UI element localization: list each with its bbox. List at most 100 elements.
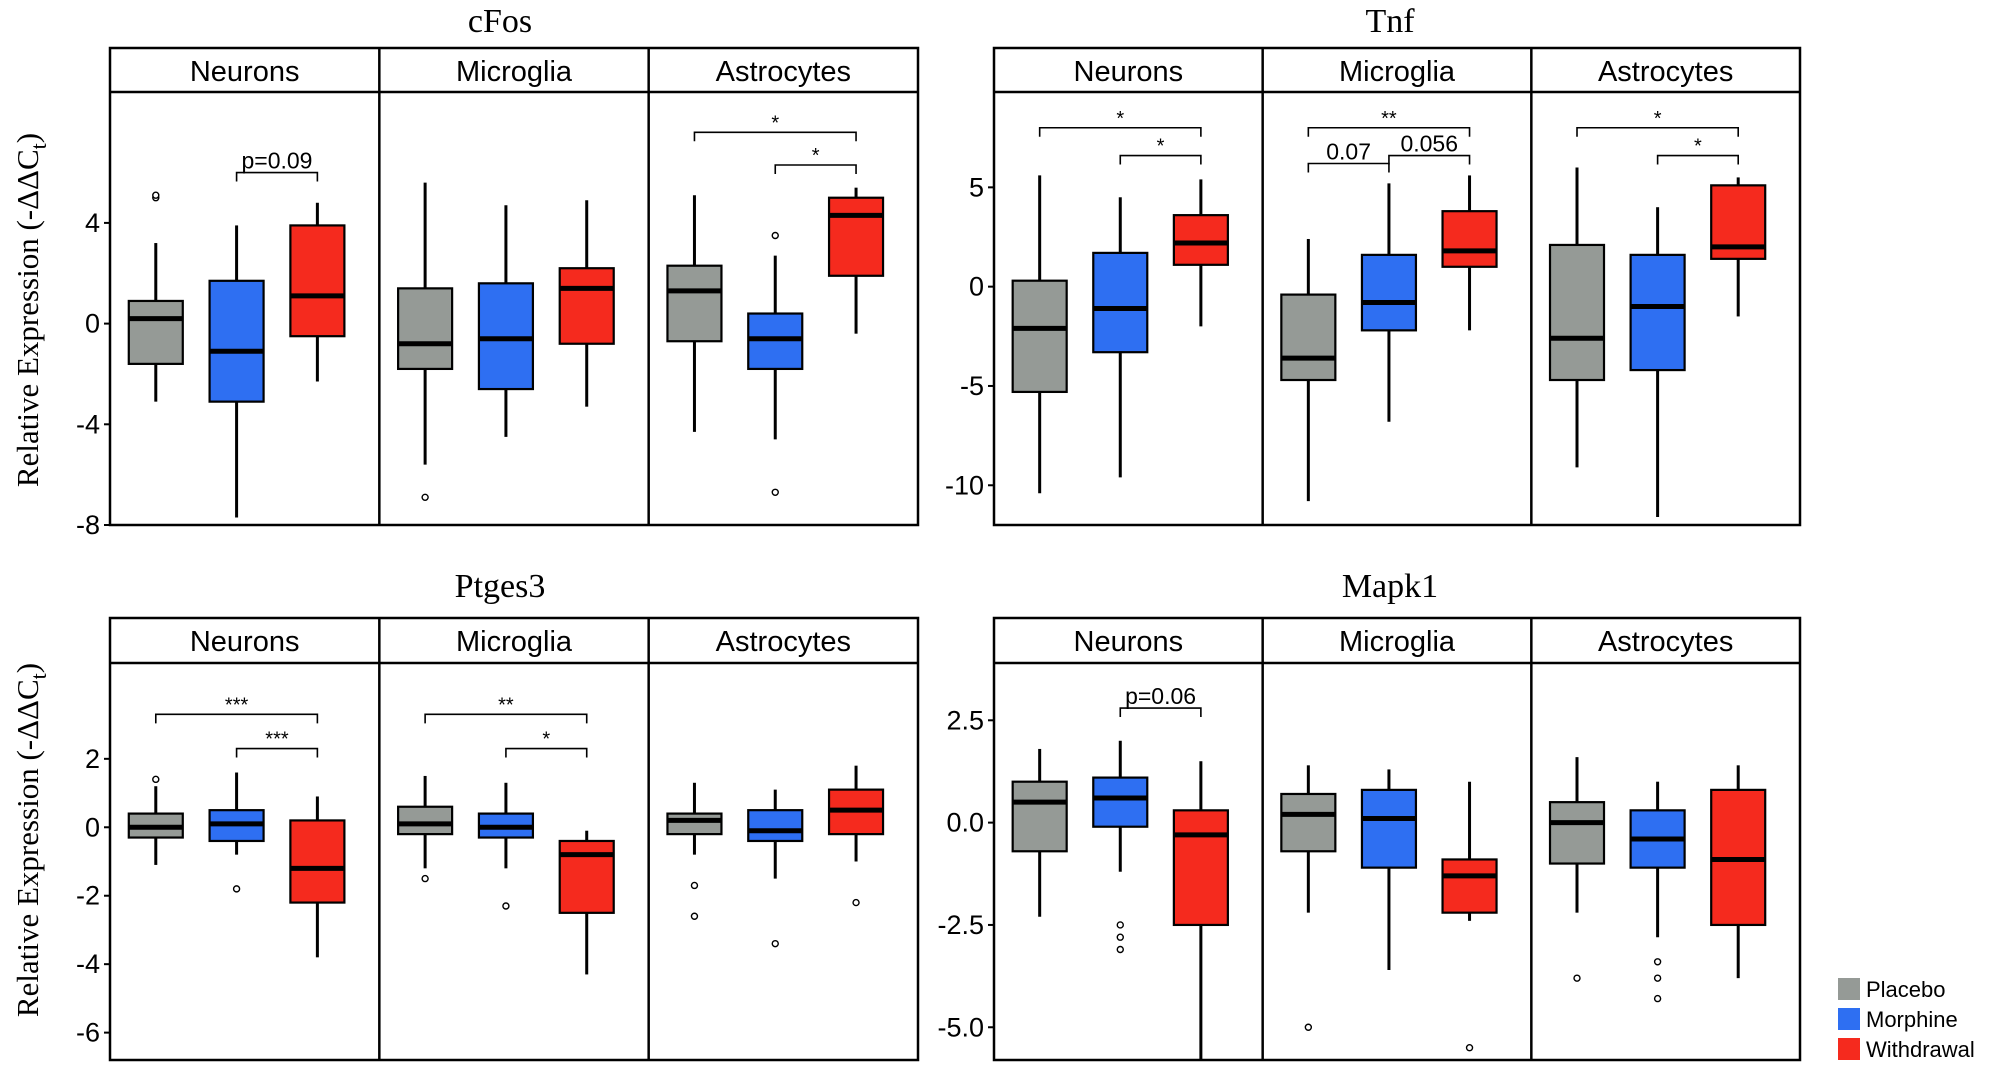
panel-frame <box>108 616 920 1062</box>
bracket-line <box>1038 126 1202 137</box>
box-body <box>477 282 535 391</box>
outlier-point <box>1573 974 1581 982</box>
significance-bracket: * <box>1656 136 1740 165</box>
facet-strip-label: Astrocytes <box>1598 56 1733 88</box>
bracket-label: * <box>1157 136 1165 158</box>
box-placebo <box>666 195 723 432</box>
box-placebo <box>397 775 454 883</box>
facet-strip-label: Neurons <box>1074 626 1184 658</box>
box-body <box>289 224 346 338</box>
facet-strip-label: Neurons <box>190 56 300 88</box>
significance-bracket: * <box>1576 108 1740 137</box>
box-withdrawal <box>827 765 885 907</box>
facet-astrocytes: Astrocytes * * <box>647 48 885 525</box>
outlier-point <box>690 912 699 920</box>
panel-frame <box>992 616 1802 1062</box>
box-placebo <box>127 775 184 865</box>
box-placebo <box>1011 175 1068 494</box>
box-body <box>289 819 346 904</box>
box-withdrawal <box>827 187 885 334</box>
outlier-point <box>1653 994 1662 1003</box>
box-body <box>1280 293 1337 382</box>
significance-bracket: p=0.06 <box>1119 683 1202 718</box>
outlier-point <box>1653 974 1662 982</box>
box-withdrawal <box>1710 177 1767 317</box>
box-withdrawal <box>1710 765 1767 979</box>
legend-swatch-morphine <box>1838 1008 1860 1030</box>
bracket-line <box>1119 154 1202 165</box>
box-body <box>1548 801 1606 865</box>
box-morphine <box>208 772 265 893</box>
box-placebo <box>1548 167 1606 468</box>
box-withdrawal <box>1441 781 1498 1052</box>
box-withdrawal <box>289 796 346 958</box>
y-tick-label: 2 <box>85 744 100 774</box>
significance-bracket: * <box>774 145 857 175</box>
y-axis-label-text: Relative Expression (-ΔΔCt) <box>10 133 51 487</box>
box-placebo <box>1280 238 1337 502</box>
panel-mapk1: Mapk1 2.5 0.0 -2.5 -5.0 Neurons p=0.06 Microgli… <box>937 568 1802 1062</box>
y-tick-label: 0 <box>969 272 984 302</box>
y-tick-label: -5 <box>960 371 984 401</box>
facet-strip-label: Neurons <box>190 626 300 658</box>
box-body <box>1360 788 1418 869</box>
bracket-line <box>1388 154 1471 165</box>
facet-strip-label: Neurons <box>1074 56 1184 88</box>
bracket-label: 0.056 <box>1400 131 1458 157</box>
significance-bracket: * <box>1119 136 1202 165</box>
box-morphine <box>1629 781 1686 1003</box>
box-placebo <box>1280 765 1337 1031</box>
box-body <box>558 267 615 345</box>
box-body <box>1441 858 1498 914</box>
legend-label-placebo: Placebo <box>1866 977 1946 1002</box>
outlier-point <box>771 939 779 948</box>
facet-strip-label: Astrocytes <box>716 56 851 88</box>
box-placebo <box>127 191 184 402</box>
panels-layer: cFos 4 0 -4 -8 Neurons p=0.09 Microglia Astrocyt… <box>76 3 1802 1062</box>
box-placebo <box>666 782 723 920</box>
outlier-point <box>1304 1023 1313 1031</box>
facet-microglia: Microglia <box>378 48 615 525</box>
facet-strip-label: Microglia <box>1339 56 1456 88</box>
significance-bracket: * <box>693 112 857 142</box>
bracket-label: * <box>1116 108 1124 130</box>
significance-bracket: 0.056 <box>1388 131 1471 165</box>
bracket-label: p=0.06 <box>1125 683 1196 709</box>
bracket-label: * <box>812 145 820 167</box>
bracket-line <box>154 713 319 724</box>
y-tick-label: 4 <box>85 208 100 238</box>
bracket-line <box>1307 126 1471 137</box>
facet-neurons: Neurons p=0.06 <box>1011 626 1229 1060</box>
box-morphine <box>747 789 804 948</box>
bracket-line <box>235 171 319 182</box>
box-withdrawal <box>1172 761 1229 1060</box>
bracket-line <box>693 131 857 142</box>
bracket-label: * <box>542 729 550 751</box>
facet-astrocytes: Astrocytes <box>1530 618 1767 1060</box>
panel-title: Mapk1 <box>1342 568 1438 605</box>
outlier-point <box>502 902 510 910</box>
facet-strip-label: Astrocytes <box>716 626 851 658</box>
bracket-line <box>1656 154 1740 165</box>
legend-label-withdrawal: Withdrawal <box>1866 1037 1975 1062</box>
outlier-point <box>152 191 160 199</box>
box-body <box>1092 251 1149 354</box>
legend-label-morphine: Morphine <box>1866 1007 1958 1032</box>
outlier-point <box>1116 921 1124 929</box>
bracket-line <box>1119 707 1202 718</box>
facet-neurons: Neurons *** *** <box>127 626 346 958</box>
significance-bracket: * <box>1038 108 1202 137</box>
box-body <box>1092 776 1149 828</box>
panel-title: Ptges3 <box>455 568 546 605</box>
outlier-point <box>771 231 779 240</box>
box-body <box>127 299 184 365</box>
panel-title: Tnf <box>1365 3 1415 40</box>
bracket-label: * <box>1694 136 1702 158</box>
box-body <box>747 809 804 843</box>
significance-bracket: * <box>505 729 588 758</box>
box-morphine <box>477 782 535 910</box>
significance-bracket: ** <box>1307 108 1471 137</box>
panel-title: cFos <box>468 3 532 40</box>
bracket-line <box>1576 126 1740 137</box>
box-withdrawal <box>1441 175 1498 331</box>
